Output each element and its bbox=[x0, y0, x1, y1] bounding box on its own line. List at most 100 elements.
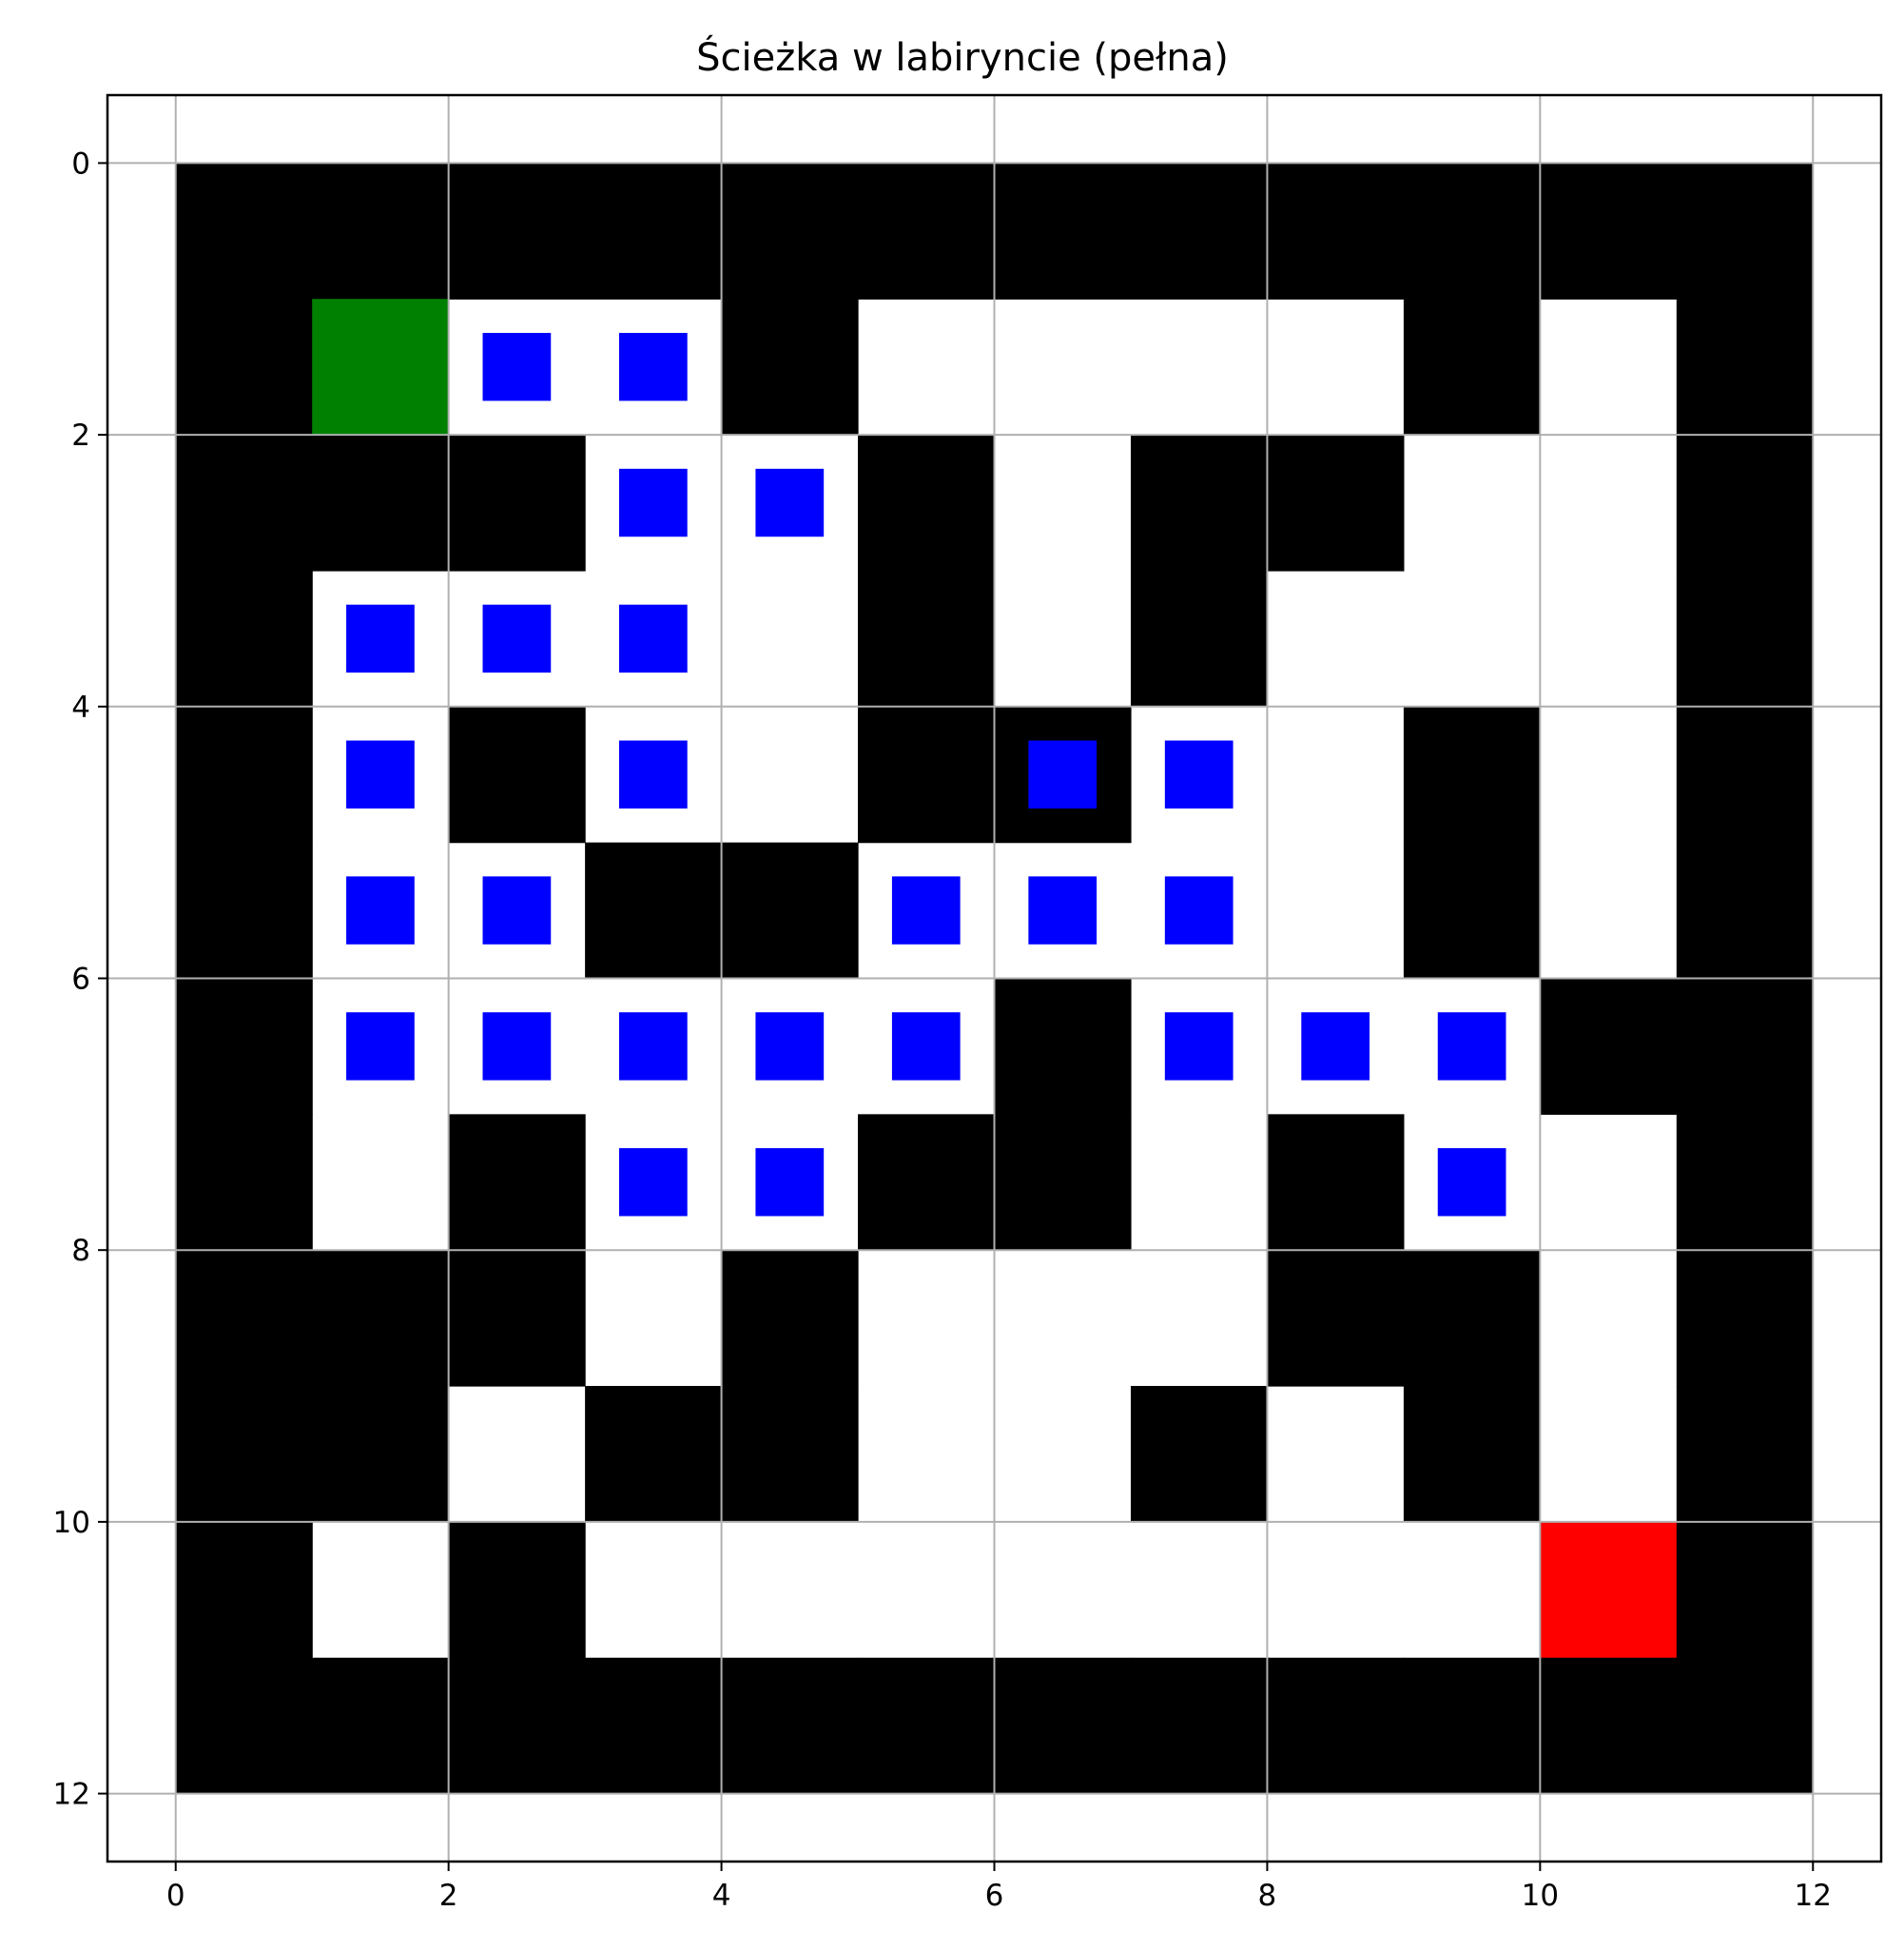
wall-cell bbox=[175, 978, 313, 1115]
wall-cell bbox=[1403, 299, 1541, 436]
x-tick-label: 0 bbox=[166, 1879, 185, 1913]
wall-cell bbox=[448, 1114, 586, 1251]
x-tick-label: 12 bbox=[1795, 1879, 1832, 1913]
wall-cell bbox=[175, 570, 313, 708]
y-axis: 0 2 4 6 8 10 12 bbox=[53, 146, 107, 1812]
path-marker bbox=[1164, 1012, 1234, 1081]
wall-cell bbox=[175, 1521, 313, 1659]
wall-cell bbox=[1676, 1386, 1814, 1523]
path-marker bbox=[1437, 1148, 1506, 1217]
wall-cell bbox=[1267, 1114, 1405, 1251]
path-marker bbox=[1028, 740, 1098, 809]
grid-lines bbox=[107, 95, 1881, 1862]
y-tick-label: 0 bbox=[71, 146, 90, 181]
wall-cell bbox=[175, 163, 313, 300]
path-marker bbox=[346, 876, 415, 945]
wall-cell bbox=[1403, 1657, 1541, 1795]
wall-cell bbox=[1403, 1386, 1541, 1523]
wall-cell bbox=[858, 435, 996, 572]
wall-cell bbox=[1130, 1657, 1269, 1795]
start-cell bbox=[312, 299, 450, 436]
wall-cell bbox=[175, 842, 313, 980]
wall-cell bbox=[1676, 706, 1814, 844]
path-marker bbox=[618, 468, 688, 537]
wall-cell bbox=[1130, 570, 1269, 708]
wall-cell bbox=[1676, 163, 1814, 300]
path-marker bbox=[346, 604, 415, 673]
path-marker bbox=[755, 1012, 825, 1081]
wall-cell bbox=[721, 1657, 859, 1795]
x-tick-label: 10 bbox=[1522, 1879, 1559, 1913]
path-marker bbox=[891, 1012, 961, 1081]
wall-cell bbox=[858, 163, 996, 300]
wall-cell bbox=[585, 163, 723, 300]
wall-cell bbox=[585, 1657, 723, 1795]
path-marker bbox=[346, 1012, 415, 1081]
wall-cell bbox=[1676, 978, 1814, 1115]
y-tick-label: 12 bbox=[53, 1778, 90, 1812]
wall-cell bbox=[175, 299, 313, 436]
wall-cell bbox=[448, 1657, 586, 1795]
wall-cell bbox=[1403, 1250, 1541, 1387]
wall-cell bbox=[175, 435, 313, 572]
path-marker bbox=[1301, 1012, 1370, 1081]
path-marker bbox=[618, 1012, 688, 1081]
path-marker bbox=[891, 876, 961, 945]
wall-cell bbox=[312, 1657, 450, 1795]
wall-cell bbox=[858, 1657, 996, 1795]
wall-cell bbox=[175, 1657, 313, 1795]
wall-cell bbox=[312, 1250, 450, 1387]
wall-cell bbox=[1540, 978, 1678, 1115]
x-tick-label: 2 bbox=[439, 1879, 458, 1913]
wall-cell bbox=[1267, 163, 1405, 300]
path-marker bbox=[618, 740, 688, 809]
wall-cell bbox=[1676, 1250, 1814, 1387]
y-tick-label: 8 bbox=[71, 1234, 90, 1268]
end-cell bbox=[1540, 1521, 1678, 1659]
wall-cell bbox=[1130, 435, 1269, 572]
wall-cell bbox=[448, 1521, 586, 1659]
wall-cell bbox=[1403, 706, 1541, 844]
wall-cell bbox=[585, 842, 723, 980]
wall-cell bbox=[1676, 299, 1814, 436]
wall-cell bbox=[858, 1114, 996, 1251]
path-marker bbox=[482, 1012, 552, 1081]
path-marker bbox=[482, 876, 552, 945]
wall-cell bbox=[858, 570, 996, 708]
wall-cell bbox=[1130, 163, 1269, 300]
wall-cell bbox=[721, 842, 859, 980]
x-tick-label: 4 bbox=[712, 1879, 731, 1913]
wall-cell bbox=[175, 1114, 313, 1251]
wall-cell bbox=[1676, 1657, 1814, 1795]
wall-cell bbox=[448, 435, 586, 572]
wall-cell bbox=[1403, 842, 1541, 980]
path-marker bbox=[618, 604, 688, 673]
path-marker bbox=[618, 332, 688, 401]
wall-cell bbox=[312, 435, 450, 572]
wall-cell bbox=[994, 978, 1132, 1115]
wall-cell bbox=[585, 1386, 723, 1523]
wall-cell bbox=[448, 706, 586, 844]
wall-cell bbox=[1676, 842, 1814, 980]
path-marker bbox=[755, 468, 825, 537]
wall-cell bbox=[175, 1386, 313, 1523]
wall-cell bbox=[1267, 435, 1405, 572]
wall-cell bbox=[1676, 435, 1814, 572]
y-tick-label: 10 bbox=[53, 1506, 90, 1540]
wall-cell bbox=[1676, 570, 1814, 708]
path-marker bbox=[755, 1148, 825, 1217]
wall-cell bbox=[1676, 1521, 1814, 1659]
wall-cell bbox=[1130, 1386, 1269, 1523]
y-tick-label: 6 bbox=[71, 963, 90, 997]
wall-cell bbox=[1403, 163, 1541, 300]
path-marker bbox=[1164, 876, 1234, 945]
x-tick-label: 6 bbox=[985, 1879, 1004, 1913]
wall-cell bbox=[312, 163, 450, 300]
path-marker bbox=[1437, 1012, 1506, 1081]
wall-cell bbox=[175, 1250, 313, 1387]
path-marker bbox=[1164, 740, 1234, 809]
x-tick-label: 8 bbox=[1258, 1879, 1277, 1913]
path-marker bbox=[1028, 876, 1098, 945]
wall-cell bbox=[721, 163, 859, 300]
